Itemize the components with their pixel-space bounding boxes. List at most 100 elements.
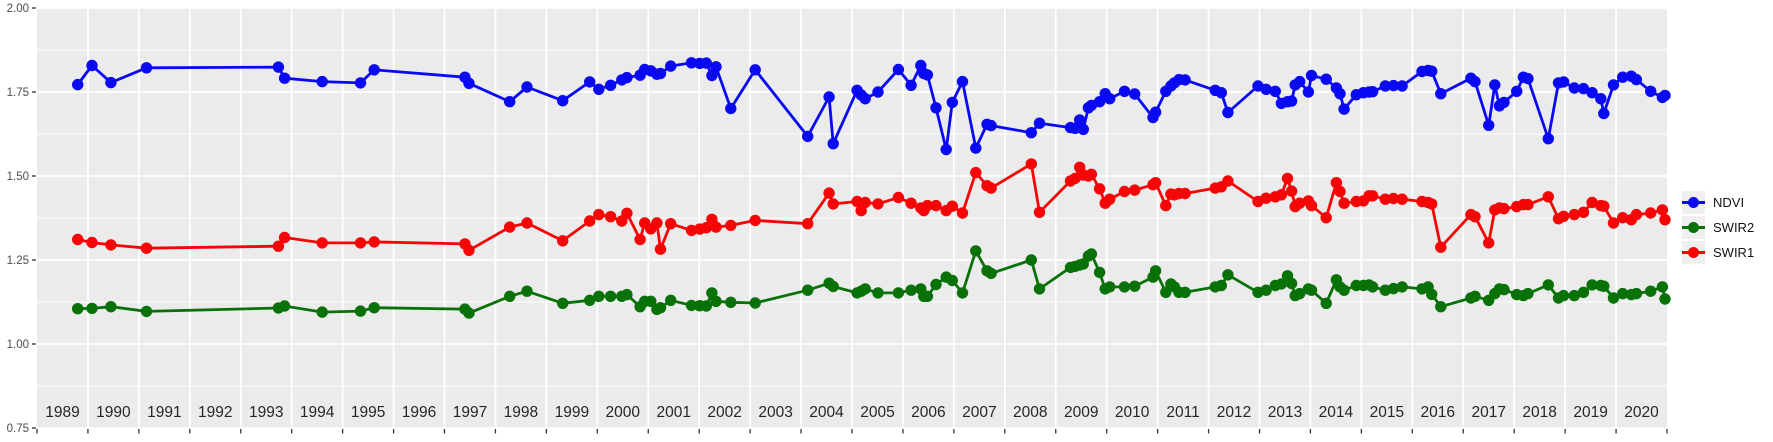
x-tick-label: 2016 bbox=[1421, 404, 1455, 421]
data-point-SWIR2 bbox=[985, 267, 997, 280]
series-SWIR2 bbox=[72, 245, 1671, 319]
data-point-SWIR1 bbox=[921, 199, 934, 212]
data-point-SWIR1 bbox=[1160, 199, 1172, 212]
x-tick-label: 1996 bbox=[402, 404, 436, 421]
data-point-NDVI bbox=[1033, 117, 1046, 129]
data-point-SWIR2 bbox=[278, 300, 291, 312]
x-tick-label: 2006 bbox=[911, 404, 945, 421]
data-point-NDVI bbox=[749, 64, 761, 76]
data-point-SWIR2 bbox=[970, 245, 982, 257]
data-point-NDVI bbox=[1334, 88, 1346, 100]
data-point-NDVI bbox=[1025, 127, 1038, 139]
data-point-SWIR1 bbox=[665, 218, 677, 230]
data-point-NDVI bbox=[1285, 95, 1298, 107]
data-point-SWIR1 bbox=[1129, 184, 1141, 196]
data-point-SWIR2 bbox=[1630, 287, 1643, 300]
data-point-NDVI bbox=[1149, 106, 1162, 118]
data-point-SWIR1 bbox=[1104, 193, 1116, 205]
series-NDVI bbox=[72, 57, 1671, 156]
data-point-NDVI bbox=[1489, 79, 1501, 91]
x-tick-label: 2011 bbox=[1166, 404, 1199, 421]
y-tick-label: 1.75 bbox=[7, 87, 29, 99]
legend-item-swir1: SWIR1 bbox=[1682, 241, 1754, 264]
data-point-SWIR1 bbox=[368, 236, 380, 248]
data-point-SWIR1 bbox=[521, 217, 533, 229]
data-point-NDVI bbox=[1320, 73, 1332, 85]
data-point-SWIR1 bbox=[1617, 212, 1629, 224]
data-point-SWIR2 bbox=[1598, 280, 1610, 292]
data-point-SWIR1 bbox=[1379, 193, 1392, 205]
data-point-NDVI bbox=[905, 79, 917, 92]
x-tick-label: 1997 bbox=[453, 404, 487, 421]
data-point-SWIR1 bbox=[1577, 206, 1590, 218]
data-point-NDVI bbox=[1260, 83, 1272, 96]
y-axis: 2.00 1.75 1.50 1.25 1.00 0.75 bbox=[7, 3, 36, 435]
data-point-SWIR1 bbox=[1305, 199, 1318, 212]
data-point-NDVI bbox=[859, 93, 871, 105]
data-point-NDVI bbox=[1557, 76, 1570, 88]
data-point-SWIR2 bbox=[725, 296, 737, 308]
data-point-NDVI bbox=[278, 72, 291, 84]
data-point-SWIR1 bbox=[1260, 192, 1272, 204]
data-point-SWIR1 bbox=[1656, 204, 1669, 216]
data-point-SWIR2 bbox=[504, 290, 516, 302]
data-point-NDVI bbox=[368, 64, 380, 76]
data-point-SWIR2 bbox=[1557, 289, 1570, 302]
data-point-SWIR2 bbox=[1025, 254, 1038, 266]
x-tick-label: 2010 bbox=[1115, 404, 1150, 421]
data-point-SWIR1 bbox=[1426, 198, 1438, 210]
x-tick-label: 1990 bbox=[96, 404, 131, 421]
data-point-SWIR2 bbox=[1149, 265, 1162, 277]
data-point-NDVI bbox=[946, 96, 958, 109]
data-point-NDVI bbox=[700, 57, 712, 69]
data-point-SWIR2 bbox=[710, 295, 722, 307]
data-point-SWIR2 bbox=[72, 303, 84, 315]
data-point-SWIR2 bbox=[1320, 297, 1332, 309]
data-point-SWIR2 bbox=[521, 285, 533, 297]
data-point-SWIR2 bbox=[557, 297, 569, 309]
data-point-SWIR1 bbox=[710, 221, 722, 233]
data-point-NDVI bbox=[86, 59, 98, 72]
x-tick-label: 2003 bbox=[758, 404, 792, 421]
data-point-NDVI bbox=[1469, 75, 1481, 88]
data-point-SWIR2 bbox=[140, 305, 153, 318]
data-point-SWIR2 bbox=[859, 283, 871, 295]
data-point-NDVI bbox=[584, 76, 596, 88]
data-point-NDVI bbox=[1435, 88, 1447, 100]
data-point-SWIR2 bbox=[1215, 279, 1228, 292]
data-point-NDVI bbox=[1379, 80, 1392, 92]
data-point-SWIR2 bbox=[665, 294, 677, 306]
data-point-NDVI bbox=[105, 76, 117, 89]
data-point-SWIR1 bbox=[1033, 206, 1046, 218]
data-point-NDVI bbox=[463, 77, 475, 90]
data-point-NDVI bbox=[1215, 87, 1228, 99]
x-tick-label: 2009 bbox=[1064, 404, 1098, 421]
data-point-SWIR2 bbox=[1542, 279, 1555, 291]
data-point-NDVI bbox=[665, 60, 677, 72]
data-point-SWIR1 bbox=[1542, 191, 1555, 203]
data-point-SWIR1 bbox=[1085, 168, 1098, 180]
data-point-SWIR2 bbox=[956, 287, 969, 299]
data-point-SWIR1 bbox=[1607, 217, 1620, 229]
data-point-NDVI bbox=[354, 77, 367, 89]
data-point-SWIR1 bbox=[1557, 210, 1570, 222]
data-point-SWIR1 bbox=[1435, 241, 1447, 253]
data-point-SWIR1 bbox=[1330, 177, 1343, 189]
data-point-SWIR2 bbox=[1568, 289, 1581, 302]
data-point-SWIR1 bbox=[272, 240, 285, 252]
data-point-SWIR2 bbox=[621, 288, 633, 301]
data-point-SWIR2 bbox=[593, 290, 605, 302]
data-point-SWIR2 bbox=[1305, 284, 1318, 296]
data-point-SWIR1 bbox=[1522, 198, 1534, 211]
x-tick-label: 1992 bbox=[198, 404, 232, 421]
data-point-SWIR2 bbox=[1396, 281, 1408, 293]
data-point-SWIR2 bbox=[1607, 292, 1620, 304]
data-point-SWIR1 bbox=[1338, 197, 1350, 209]
x-tick-label: 1998 bbox=[504, 404, 538, 421]
data-point-NDVI bbox=[1294, 75, 1306, 88]
data-point-SWIR1 bbox=[859, 196, 871, 209]
data-point-NDVI bbox=[1598, 107, 1610, 120]
data-point-NDVI bbox=[1396, 80, 1408, 92]
x-tick-label: 2015 bbox=[1370, 404, 1404, 421]
